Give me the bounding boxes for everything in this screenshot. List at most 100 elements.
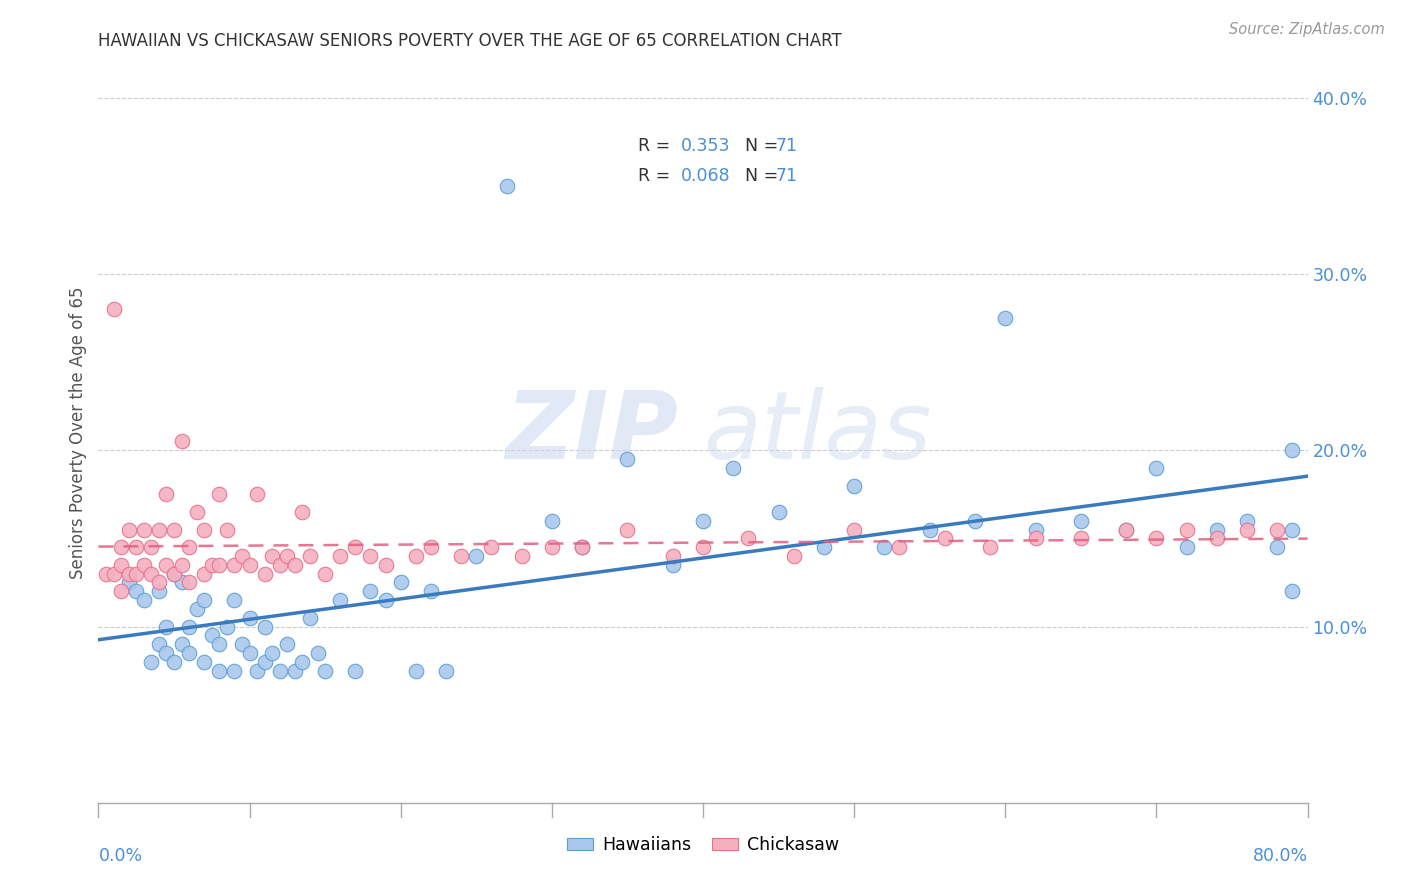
Point bbox=[239, 558, 262, 572]
Point bbox=[118, 575, 141, 590]
Point bbox=[201, 558, 224, 572]
Point bbox=[201, 628, 224, 642]
Point bbox=[329, 549, 352, 563]
Point bbox=[374, 558, 396, 572]
Point bbox=[179, 575, 201, 590]
Point bbox=[1267, 540, 1289, 554]
Point bbox=[1281, 584, 1303, 599]
Point bbox=[179, 540, 201, 554]
Point bbox=[389, 575, 412, 590]
Point bbox=[314, 566, 336, 581]
Point bbox=[215, 523, 238, 537]
Point bbox=[239, 610, 262, 624]
Point bbox=[360, 549, 382, 563]
Point bbox=[179, 646, 201, 660]
Text: ZIP: ZIP bbox=[506, 386, 679, 479]
Point bbox=[692, 540, 714, 554]
Point bbox=[299, 549, 322, 563]
Point bbox=[132, 593, 155, 607]
Point bbox=[170, 434, 193, 449]
Point bbox=[239, 646, 262, 660]
Point bbox=[994, 311, 1017, 326]
Point bbox=[125, 540, 148, 554]
Point bbox=[132, 523, 155, 537]
Point bbox=[110, 558, 132, 572]
Point bbox=[208, 487, 231, 501]
Point bbox=[737, 532, 759, 546]
Point bbox=[269, 664, 291, 678]
Point bbox=[269, 558, 291, 572]
Point bbox=[661, 549, 683, 563]
Point bbox=[118, 566, 141, 581]
Text: N =: N = bbox=[734, 136, 783, 155]
Point bbox=[224, 664, 246, 678]
Point bbox=[155, 646, 177, 660]
Point bbox=[262, 646, 284, 660]
Point bbox=[540, 514, 562, 528]
Point bbox=[103, 302, 125, 317]
Point bbox=[253, 619, 276, 633]
Text: N =: N = bbox=[734, 168, 783, 186]
Point bbox=[434, 664, 457, 678]
Point bbox=[1175, 540, 1198, 554]
Point bbox=[329, 593, 352, 607]
Point bbox=[148, 523, 170, 537]
Point bbox=[163, 655, 186, 669]
Point bbox=[1144, 532, 1167, 546]
Point bbox=[276, 637, 298, 651]
Point bbox=[768, 505, 790, 519]
Point bbox=[918, 523, 941, 537]
Point bbox=[231, 637, 253, 651]
Point bbox=[844, 523, 866, 537]
Text: 0.0%: 0.0% bbox=[98, 847, 142, 865]
Point bbox=[141, 655, 163, 669]
Point bbox=[155, 558, 177, 572]
Point bbox=[193, 523, 215, 537]
Text: 71: 71 bbox=[776, 136, 799, 155]
Y-axis label: Seniors Poverty Over the Age of 65: Seniors Poverty Over the Age of 65 bbox=[69, 286, 87, 579]
Point bbox=[170, 558, 193, 572]
Text: 71: 71 bbox=[776, 168, 799, 186]
Point bbox=[284, 664, 307, 678]
Point bbox=[103, 566, 125, 581]
Point bbox=[94, 566, 117, 581]
Point bbox=[450, 549, 472, 563]
Point bbox=[1281, 523, 1303, 537]
Point bbox=[1115, 523, 1137, 537]
Point bbox=[148, 575, 170, 590]
Point bbox=[141, 566, 163, 581]
Point bbox=[299, 610, 322, 624]
Point bbox=[208, 558, 231, 572]
Point bbox=[1236, 514, 1258, 528]
Point bbox=[148, 584, 170, 599]
Point bbox=[510, 549, 533, 563]
Point bbox=[873, 540, 896, 554]
Point bbox=[307, 646, 329, 660]
Point bbox=[118, 523, 141, 537]
Point bbox=[1024, 523, 1046, 537]
Point bbox=[125, 584, 148, 599]
Point bbox=[420, 584, 443, 599]
Point bbox=[314, 664, 336, 678]
Point bbox=[465, 549, 488, 563]
Text: R =: R = bbox=[638, 136, 676, 155]
Point bbox=[110, 540, 132, 554]
Point bbox=[208, 664, 231, 678]
Point bbox=[1024, 532, 1046, 546]
Point bbox=[231, 549, 253, 563]
Point bbox=[1144, 461, 1167, 475]
Point bbox=[1175, 523, 1198, 537]
Point bbox=[813, 540, 835, 554]
Point bbox=[661, 558, 683, 572]
Point bbox=[344, 664, 367, 678]
Point bbox=[1281, 443, 1303, 458]
Point bbox=[540, 540, 562, 554]
Text: 0.353: 0.353 bbox=[681, 136, 730, 155]
Point bbox=[291, 655, 314, 669]
Point bbox=[170, 637, 193, 651]
Point bbox=[405, 664, 427, 678]
Point bbox=[163, 566, 186, 581]
Point bbox=[132, 558, 155, 572]
Point bbox=[186, 602, 208, 616]
Point bbox=[616, 452, 638, 467]
